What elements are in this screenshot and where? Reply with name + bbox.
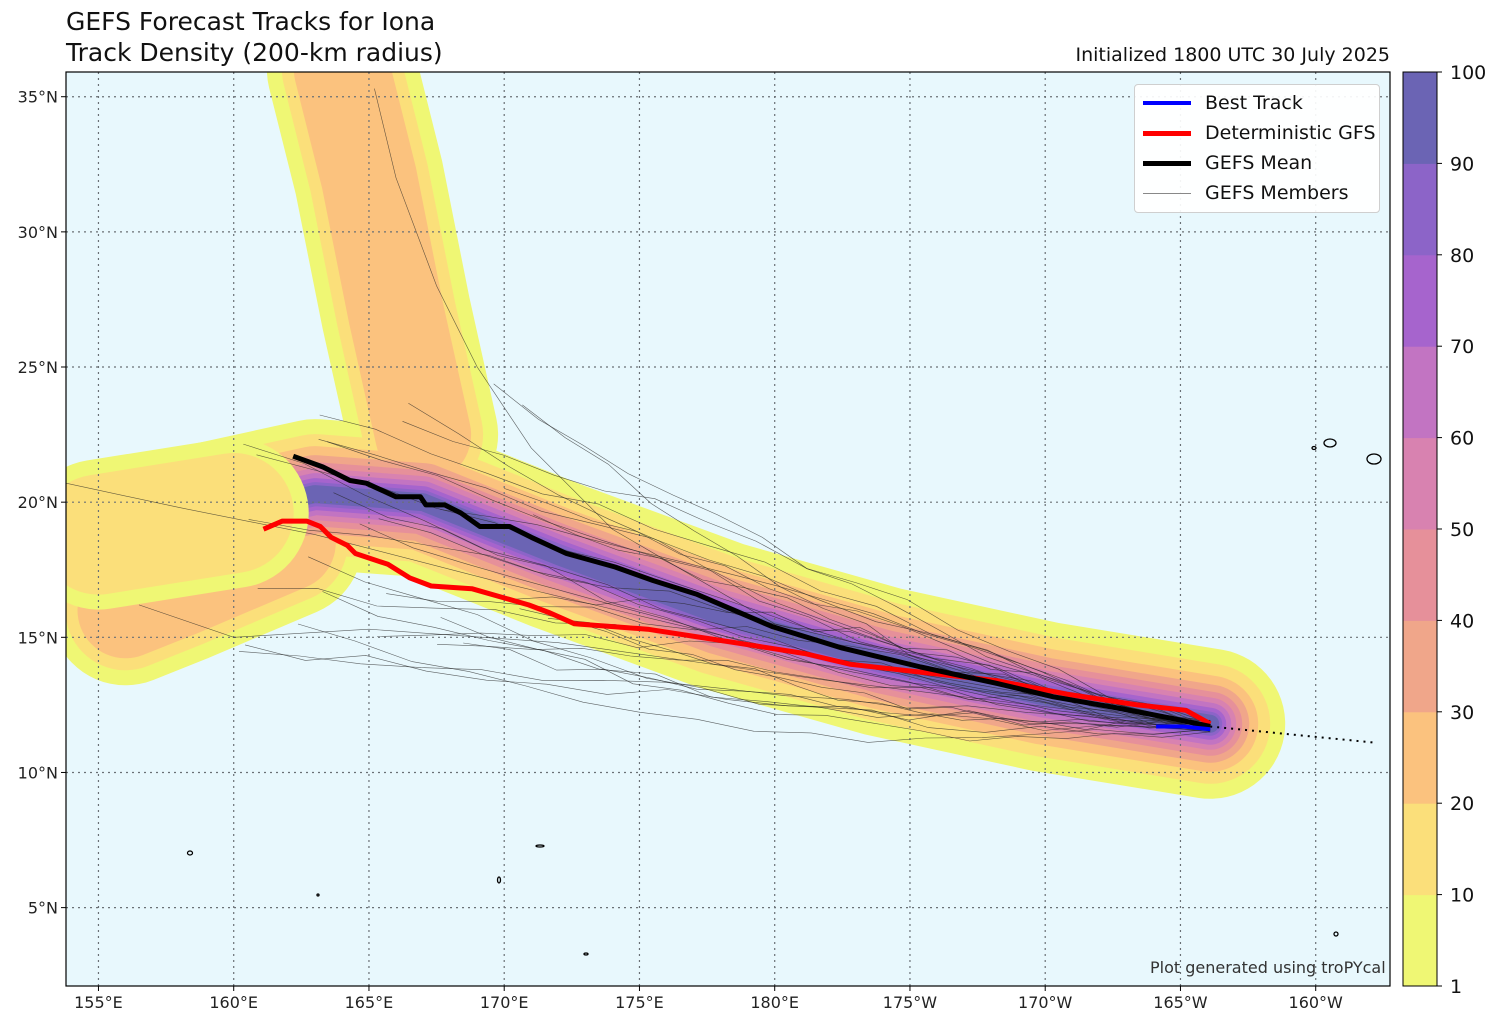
island-outline xyxy=(1311,445,1317,451)
legend: Best Track Deterministic GFS GEFS Mean G… xyxy=(1134,84,1380,213)
island-outline xyxy=(316,893,320,897)
colorbar-label: 40 xyxy=(1450,610,1474,632)
density-band-west-1 xyxy=(66,453,294,595)
colorbar-label: 30 xyxy=(1450,702,1474,724)
density-band-north-2 xyxy=(294,72,472,483)
island-outline xyxy=(1323,438,1337,448)
gefs-member-track xyxy=(463,642,1211,731)
lat-tick-label: 35°N xyxy=(18,88,58,107)
legend-swatch xyxy=(1143,192,1191,194)
legend-swatch xyxy=(1143,101,1191,105)
legend-item-gefs-members: GEFS Members xyxy=(1135,178,1379,208)
lat-tick-label: 5°N xyxy=(28,899,58,918)
gefs-member-track xyxy=(440,617,1211,742)
gefs-member-track xyxy=(547,618,1211,731)
gefs-member-track xyxy=(308,556,1211,735)
legend-label: Best Track xyxy=(1205,92,1303,114)
lon-tick-label: 175°W xyxy=(883,993,938,1012)
colorbar-label: 60 xyxy=(1450,428,1474,450)
lon-tick-label: 165°E xyxy=(345,993,394,1012)
colorbar-segment xyxy=(1403,72,1437,164)
colorbar-segment xyxy=(1403,346,1437,439)
lon-tick-label: 170°E xyxy=(480,993,529,1012)
axis-ticks: 155°E 160°E 165°E 170°E 175°E 180°E 175°W 170°W… xyxy=(18,88,1343,1012)
gefs-member-track xyxy=(519,608,1211,729)
lat-tick-label: 25°N xyxy=(18,358,58,377)
legend-item-gefs-mean: GEFS Mean xyxy=(1135,148,1379,178)
lon-tick-label: 165°W xyxy=(1153,993,1208,1012)
initialization-time: Initialized 1800 UTC 30 July 2025 xyxy=(1075,44,1391,66)
gefs-member-track xyxy=(493,383,1211,731)
deterministic-gfs-track xyxy=(262,518,1212,726)
credit-text: Plot generated using troPYcal xyxy=(1150,958,1386,977)
lon-tick-label: 160°E xyxy=(209,993,258,1012)
plot-subtitle: Track Density (200-km radius) xyxy=(66,38,443,67)
plot-title: GEFS Forecast Tracks for Iona xyxy=(66,7,436,36)
gefs-member-track xyxy=(408,403,1211,730)
lat-tick-label: 20°N xyxy=(18,493,58,512)
gefs-member-track xyxy=(297,623,1211,743)
plot-frame xyxy=(65,71,1391,987)
legend-label: Deterministic GFS xyxy=(1205,122,1376,144)
colorbar-segment xyxy=(1403,254,1437,347)
main-tracks xyxy=(262,453,1376,744)
gefs-member-track xyxy=(333,492,1211,731)
island-outline xyxy=(535,844,545,848)
colorbar-segment xyxy=(1403,803,1437,896)
island-outline xyxy=(1366,453,1382,465)
gefs-member-track xyxy=(402,421,1211,731)
island-outline xyxy=(186,850,194,856)
lon-tick-label: 175°E xyxy=(615,993,664,1012)
colorbar-label: 100 xyxy=(1450,62,1486,84)
legend-label: GEFS Members xyxy=(1205,182,1349,204)
colorbar-label: 10 xyxy=(1450,885,1474,907)
best-track xyxy=(1156,724,1211,732)
legend-item-deterministic-gfs: Deterministic GFS xyxy=(1135,118,1379,148)
colorbar-segment xyxy=(1403,529,1437,621)
colorbar-segment xyxy=(1403,894,1437,987)
lat-tick-label: 15°N xyxy=(18,628,58,647)
colorbar-label: 20 xyxy=(1450,793,1474,815)
gefs-member-track xyxy=(378,518,1211,728)
island-outline xyxy=(496,876,502,884)
colorbar-segment xyxy=(1403,620,1437,713)
gefs-member-track xyxy=(374,88,1211,727)
colorbar-segment xyxy=(1403,163,1437,256)
lon-tick-label: 170°W xyxy=(1018,993,1073,1012)
islands xyxy=(186,438,1382,956)
lat-tick-label: 10°N xyxy=(18,763,58,782)
lon-tick-label: 160°W xyxy=(1289,993,1344,1012)
gefs-member-track xyxy=(319,414,1211,728)
gefs-member-track xyxy=(238,651,1211,729)
island-outline xyxy=(1333,931,1339,937)
gefs-member-track xyxy=(318,439,1211,721)
colorbar-segment xyxy=(1403,437,1437,530)
gefs-member-track xyxy=(440,509,1211,724)
legend-item-best-track: Best Track xyxy=(1135,88,1379,118)
colorbar-label: 50 xyxy=(1450,519,1474,541)
gefs-mean-track xyxy=(292,453,1211,729)
colorbar-label: 70 xyxy=(1450,336,1474,358)
colorbar-label: 80 xyxy=(1450,245,1474,267)
colorbar-label: 1 xyxy=(1450,976,1462,998)
gefs-member-track xyxy=(437,644,1211,733)
lon-tick-label: 180°E xyxy=(750,993,799,1012)
island-outline xyxy=(583,952,589,956)
legend-swatch xyxy=(1143,160,1191,166)
colorbar: 1 10 20 30 40 50 60 70 80 90 100 xyxy=(1402,62,1486,998)
legend-label: GEFS Mean xyxy=(1205,152,1313,174)
lon-tick-label: 155°E xyxy=(74,993,123,1012)
gefs-member-track xyxy=(138,604,1211,727)
legend-swatch xyxy=(1143,130,1191,136)
colorbar-segment xyxy=(1403,711,1437,804)
lat-tick-label: 30°N xyxy=(18,223,58,242)
colorbar-label: 90 xyxy=(1450,153,1474,175)
